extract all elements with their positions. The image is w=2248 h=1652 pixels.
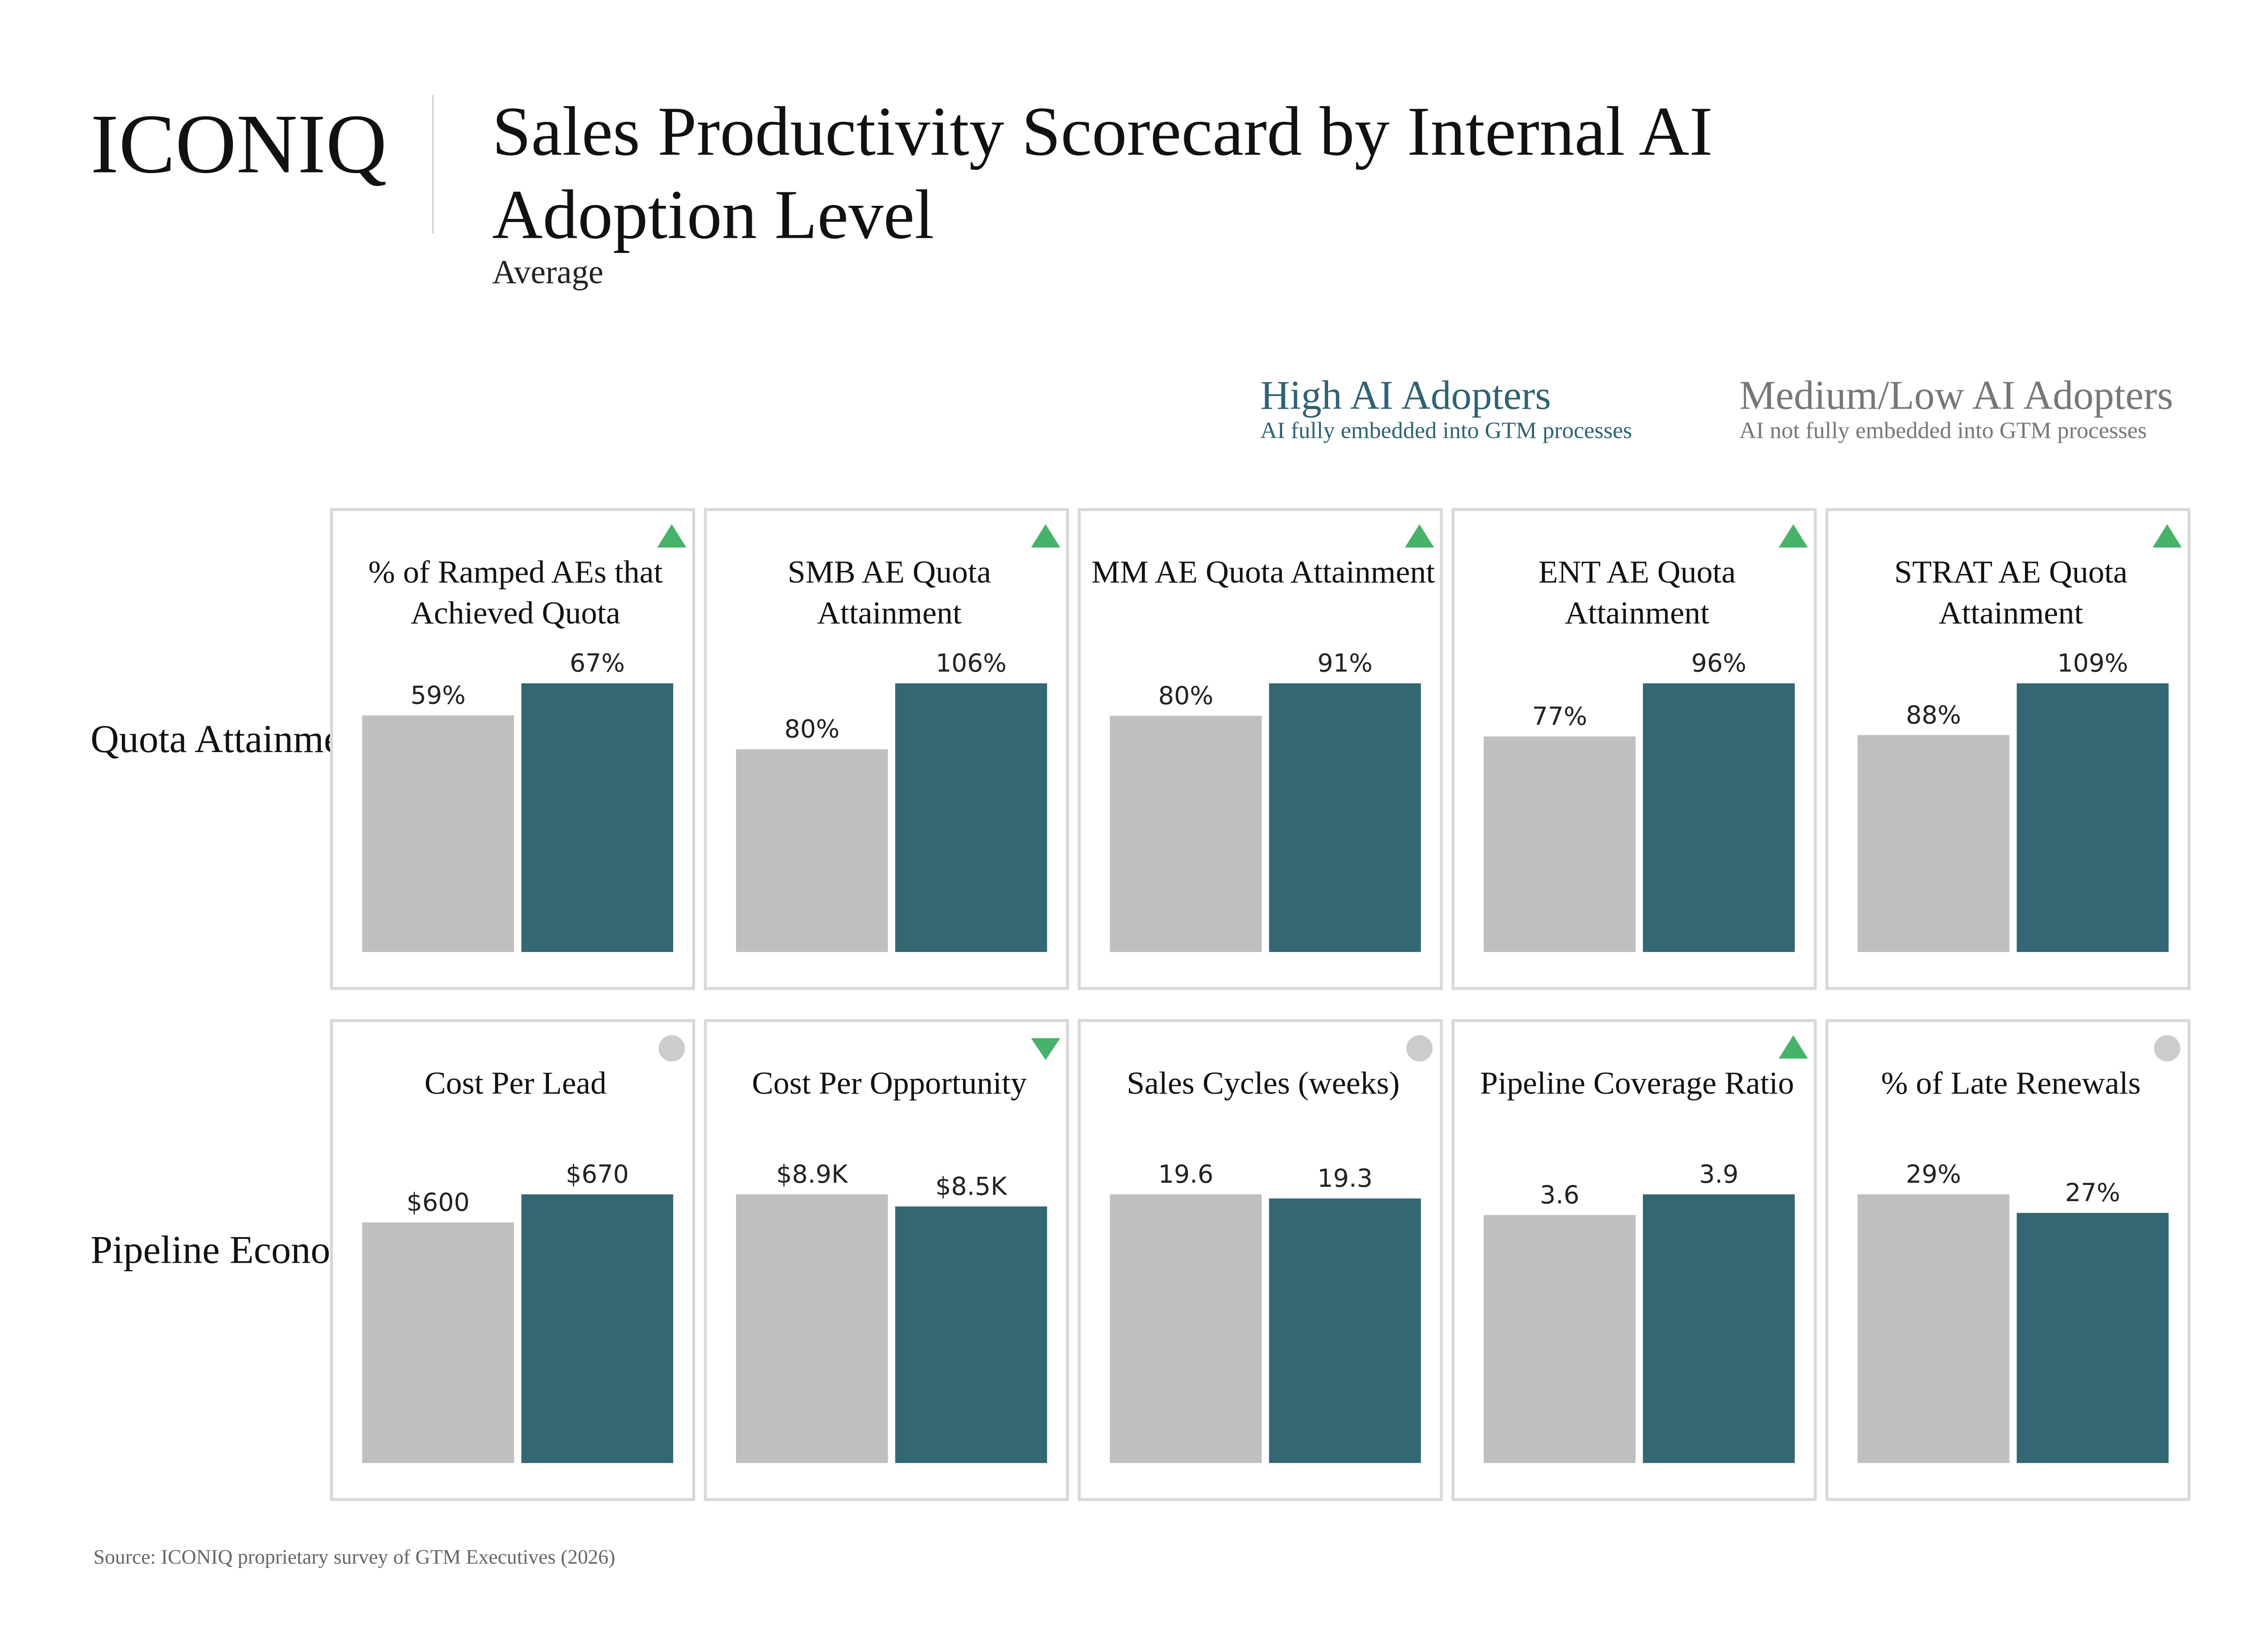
- bar-medium-low: [1484, 1215, 1636, 1463]
- bar-value-label: 96%: [1691, 649, 1747, 678]
- panel-bar-chart: 77% 96%: [1484, 524, 1808, 952]
- bar-medium-low: [736, 749, 888, 952]
- panel-title: Cost Per Lead: [424, 1064, 607, 1101]
- bar-value-label: 3.6: [1540, 1181, 1579, 1210]
- legend-medium-low-subtitle: AI not fully embedded into GTM processes: [1739, 419, 2147, 444]
- scorecard-panel: SMB AE Quota Attainment 80% 106%: [704, 508, 1069, 990]
- bar-high: [2016, 683, 2169, 952]
- bar-value-label: 91%: [1317, 649, 1373, 678]
- bar-value-label: $600: [406, 1188, 469, 1217]
- panel-bar-chart: 29% 27%: [1857, 1035, 2181, 1463]
- panel-bar-chart: 19.6 19.3: [1110, 1035, 1433, 1463]
- panel-title: ENT AE Quota Attainment: [1538, 553, 1736, 631]
- bar-medium-low: [1484, 736, 1636, 952]
- bar-medium-low: [362, 1222, 514, 1463]
- legend-high-title: High AI Adopters: [1260, 374, 1551, 419]
- row-label-quota-attainment: Quota Attainment: [90, 717, 372, 761]
- bar-high: [521, 1194, 674, 1463]
- scorecard-panel: Cost Per Opportunity $8.9K $8.5K: [704, 1019, 1069, 1501]
- bar-medium-low: [1857, 1194, 2010, 1463]
- trend-up-icon: [657, 524, 687, 548]
- scorecard-panel: % of Late Renewals 29% 27%: [1825, 1019, 2191, 1501]
- panel-title: Cost Per Opportunity: [752, 1064, 1027, 1101]
- scorecard-panel: Pipeline Coverage Ratio 3.6 3.9: [1451, 1019, 1817, 1501]
- panel-title: Pipeline Coverage Ratio: [1480, 1064, 1794, 1101]
- bar-value-label: 19.6: [1158, 1160, 1213, 1189]
- page-title: Sales Productivity Scorecard by Internal…: [492, 93, 1713, 254]
- bar-medium-low: [736, 1194, 888, 1463]
- trend-up-icon: [1405, 524, 1434, 548]
- scorecard-panel: ENT AE Quota Attainment 77% 96%: [1451, 508, 1817, 990]
- scorecard-panel: STRAT AE Quota Attainment 88% 109%: [1825, 508, 2191, 990]
- panel-bar-chart: 80% 106%: [736, 524, 1061, 952]
- page-subtitle: Average: [492, 254, 604, 291]
- panel-title: SMB AE Quota Attainment: [787, 553, 991, 631]
- trend-up-icon: [1779, 524, 1808, 548]
- title-divider: [432, 95, 434, 234]
- panel-title: STRAT AE Quota Attainment: [1894, 553, 2128, 631]
- iconiq-logo: ICONIQ: [90, 96, 387, 191]
- bar-high: [1643, 683, 1795, 952]
- bar-high: [2016, 1213, 2169, 1463]
- bar-value-label: 80%: [1158, 681, 1213, 710]
- scorecard-panel: MM AE Quota Attainment 80% 91%: [1078, 508, 1443, 990]
- panel-title: % of Late Renewals: [1881, 1064, 2141, 1101]
- bar-value-label: 27%: [2065, 1179, 2120, 1207]
- bar-value-label: 88%: [1906, 701, 1961, 730]
- panel-bar-chart: $8.9K $8.5K: [736, 1038, 1061, 1463]
- trend-down-icon: [1031, 1038, 1061, 1060]
- source-note: Source: ICONIQ proprietary survey of GTM…: [93, 1547, 616, 1570]
- bar-value-label: 77%: [1532, 702, 1588, 731]
- bar-high: [895, 1206, 1047, 1463]
- panel-bar-chart: 88% 109%: [1857, 524, 2182, 952]
- bar-value-label: 106%: [936, 649, 1007, 678]
- bar-value-label: 19.3: [1317, 1164, 1373, 1193]
- trend-up-icon: [2152, 524, 2182, 548]
- panel-bar-chart: 59% 67%: [362, 524, 687, 952]
- scorecard-panel: Cost Per Lead $600 $670: [330, 1019, 696, 1501]
- bar-high: [1643, 1194, 1795, 1463]
- panel-title: % of Ramped AEs that Achieved Quota: [368, 553, 663, 631]
- bar-medium-low: [1110, 716, 1262, 952]
- panel-bar-chart: $600 $670: [362, 1035, 685, 1463]
- bar-value-label: 67%: [570, 649, 625, 678]
- bar-value-label: $8.9K: [776, 1160, 848, 1189]
- bar-value-label: 3.9: [1699, 1160, 1739, 1189]
- bar-high: [1269, 1198, 1421, 1463]
- panel-bar-chart: 3.6 3.9: [1484, 1035, 1808, 1463]
- bar-high: [895, 683, 1047, 952]
- neutral-status-icon: [2154, 1035, 2181, 1062]
- legend-high-subtitle: AI fully embedded into GTM processes: [1260, 419, 1632, 444]
- neutral-status-icon: [658, 1035, 685, 1062]
- bar-medium-low: [362, 715, 514, 952]
- neutral-status-icon: [1406, 1035, 1433, 1062]
- trend-up-icon: [1779, 1035, 1808, 1059]
- bar-value-label: $670: [566, 1160, 629, 1189]
- bar-medium-low: [1110, 1194, 1262, 1463]
- panel-title: Sales Cycles (weeks): [1126, 1064, 1400, 1101]
- bar-value-label: 80%: [785, 715, 840, 744]
- panel-bar-chart: 80% 91%: [1110, 524, 1434, 952]
- bar-value-label: 109%: [2057, 649, 2128, 678]
- legend-medium-low-title: Medium/Low AI Adopters: [1739, 374, 2173, 419]
- bar-medium-low: [1857, 735, 2010, 952]
- bar-value-label: $8.5K: [935, 1172, 1008, 1201]
- bar-high: [521, 683, 674, 952]
- scorecard-panel: % of Ramped AEs that Achieved Quota 59% 67…: [330, 508, 696, 990]
- scorecard-panel: Sales Cycles (weeks) 19.6 19.3: [1078, 1019, 1443, 1501]
- bar-value-label: 29%: [1906, 1160, 1961, 1189]
- bar-value-label: 59%: [410, 681, 466, 710]
- trend-up-icon: [1031, 524, 1061, 548]
- bar-high: [1269, 683, 1421, 952]
- panel-title: MM AE Quota Attainment: [1091, 553, 1435, 590]
